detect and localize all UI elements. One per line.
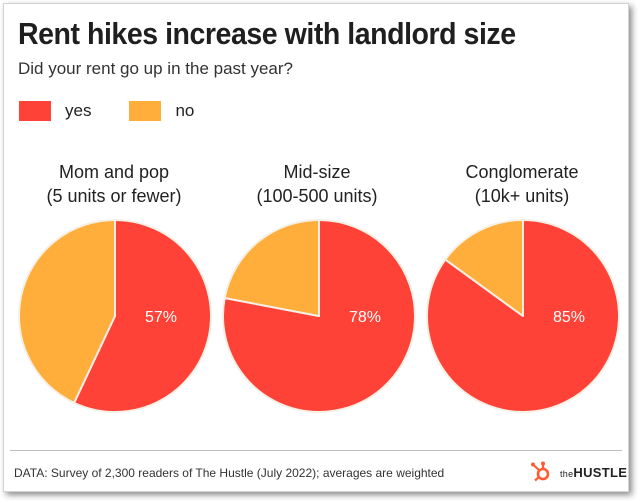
pie-0-slice-yes <box>73 219 212 413</box>
legend-item-yes: yes <box>19 101 91 121</box>
hubspot-sprocket-icon <box>531 461 550 482</box>
pie-title-conglomerate: Conglomerate (10k+ units) <box>422 160 622 208</box>
pie-1-value-label: 78% <box>349 309 381 326</box>
legend: yes no <box>19 101 232 121</box>
hustle-logo: theHUSTLE <box>530 461 627 483</box>
chart-title: Rent hikes increase with landlord size <box>18 16 516 51</box>
pie-title-line1: Mid-size <box>283 162 351 182</box>
legend-item-no: no <box>129 101 194 121</box>
legend-label-no: no <box>175 101 195 120</box>
logo-wordmark: theHUSTLE <box>560 464 628 480</box>
pie-title-mom-and-pop: Mom and pop (5 units or fewer) <box>14 160 214 208</box>
pie-title-line1: Conglomerate <box>465 162 579 182</box>
pie-1-slice-yes <box>222 219 416 413</box>
pie-title-line2: (5 units or fewer) <box>46 186 182 206</box>
chart-card: Rent hikes increase with landlord size D… <box>3 3 629 492</box>
pie-0-value-label: 57% <box>145 309 177 326</box>
legend-label-yes: yes <box>65 101 92 120</box>
source-divider <box>10 450 622 451</box>
pie-title-line2: (10k+ units) <box>474 186 570 206</box>
source-note: DATA: Survey of 2,300 readers of The Hus… <box>14 466 445 480</box>
pie-title-mid-size: Mid-size (100-500 units) <box>217 160 417 208</box>
pie-0-slice-no <box>18 219 116 404</box>
pie-title-line1: Mom and pop <box>58 162 170 182</box>
pie-2-value-label: 85% <box>553 309 585 326</box>
pie-title-line2: (100-500 units) <box>256 186 378 206</box>
chart-subtitle: Did your rent go up in the past year? <box>18 59 293 78</box>
pie-charts: 57% 78% 85% <box>18 219 620 413</box>
legend-swatch-yes <box>19 101 51 121</box>
pie-2-slice-no <box>444 219 524 317</box>
pie-1-slice-no <box>223 219 320 317</box>
legend-swatch-no <box>129 101 162 121</box>
